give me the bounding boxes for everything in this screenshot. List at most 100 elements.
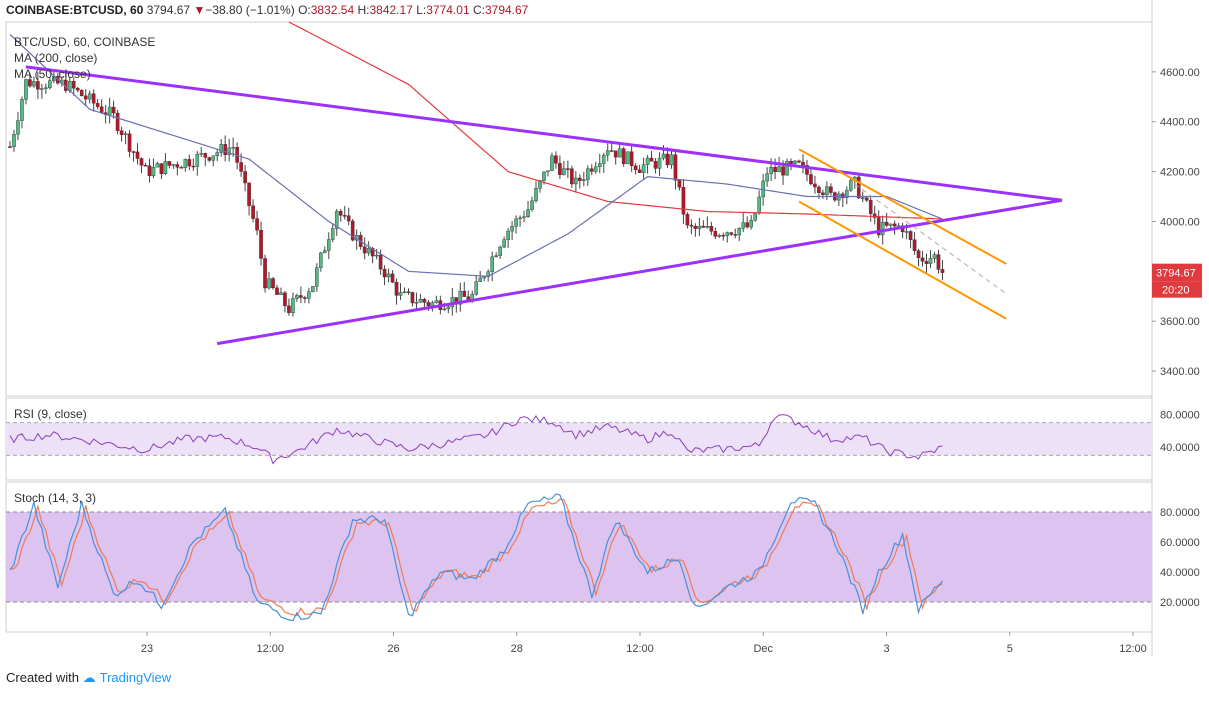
stoch-y-tick-label: 80.0000 [1160, 507, 1200, 519]
candle-body [582, 179, 586, 181]
candle-body [12, 134, 16, 148]
candle-body [502, 239, 506, 248]
candle-body [167, 161, 172, 166]
candle-body [414, 302, 419, 304]
candle-body [478, 277, 483, 282]
candle-body [693, 226, 698, 229]
candle-body [382, 268, 387, 278]
candle-body [713, 231, 718, 237]
y-tick-label: 3400.00 [1160, 366, 1200, 378]
candle-body [263, 258, 267, 289]
candle-body [737, 227, 742, 236]
x-tick-label: 12:00 [256, 643, 284, 655]
candle-body [709, 226, 714, 232]
candle-body [334, 211, 339, 229]
candle-body [773, 167, 777, 173]
candle-body [721, 235, 726, 237]
candle-body [410, 292, 415, 304]
candle-body [119, 130, 124, 135]
candle-body [183, 159, 188, 168]
candle-body [825, 186, 829, 195]
candle-body [442, 308, 447, 311]
candle-body [179, 167, 184, 169]
candle-body [127, 133, 132, 152]
candle-body [283, 292, 287, 307]
candle-body [131, 151, 136, 153]
candle-body [346, 215, 351, 222]
candle-body [36, 81, 40, 90]
candle-body [207, 157, 212, 161]
candle-body [813, 183, 817, 188]
candle-body [191, 165, 196, 168]
candle-body [418, 299, 423, 303]
candle-body [398, 292, 403, 296]
candle-body [566, 168, 570, 170]
x-tick-label: 23 [141, 643, 153, 655]
candle-body [406, 291, 411, 293]
candle-body [805, 164, 809, 175]
candle-body [211, 155, 216, 161]
candle-body [613, 150, 618, 158]
candle-body [633, 165, 638, 171]
candle-body [71, 81, 76, 89]
candle-body [303, 297, 307, 299]
candle-body [510, 226, 514, 232]
x-tick-label: 3 [883, 643, 889, 655]
candle-body [223, 144, 227, 156]
x-tick-label: 12:00 [626, 643, 654, 655]
candle-body [494, 255, 498, 258]
candle-body [366, 248, 371, 254]
candle-body [653, 161, 658, 169]
candle-body [765, 173, 769, 182]
x-tick-label: 28 [511, 643, 523, 655]
candle-body [20, 99, 24, 121]
candle-body [685, 214, 690, 226]
candle-body [394, 281, 399, 296]
candle-body [482, 276, 486, 279]
candle-body [32, 81, 36, 87]
candle-body [697, 225, 702, 229]
candle-body [378, 254, 383, 270]
candle-body [28, 79, 32, 87]
candle-body [789, 161, 793, 164]
candle-body [526, 209, 530, 218]
y-tick-label: 4400.00 [1160, 117, 1200, 129]
candle-body [99, 106, 104, 113]
candle-body [589, 168, 594, 172]
candle-body [741, 222, 746, 229]
price-change: −38.80 (−1.01%) [205, 3, 295, 17]
candle-body [605, 150, 610, 156]
candle-body [458, 290, 463, 305]
candle-body [562, 168, 566, 175]
candle-body [315, 267, 319, 287]
candle-body [617, 148, 622, 158]
candle-body [430, 302, 435, 306]
candle-body [227, 147, 231, 156]
candle-body [506, 230, 510, 240]
ma200-line [288, 21, 943, 220]
candle-body [255, 218, 259, 231]
candle-body [490, 256, 494, 272]
candle-body [155, 163, 160, 168]
legend-ma200: MA (200, close) [14, 51, 97, 65]
countdown-box [1152, 281, 1202, 298]
candle-body [91, 93, 96, 104]
candle-body [295, 295, 299, 299]
candle-body [143, 165, 148, 167]
legend-pair: BTC/USD, 60, COINBASE [14, 35, 155, 49]
candle-body [215, 152, 220, 157]
candle-body [16, 120, 20, 135]
tradingview-brand[interactable]: TradingView [99, 670, 172, 685]
open-label: O: [298, 3, 311, 17]
channel-mid-dashed [854, 183, 1007, 295]
candle-body [661, 153, 666, 159]
candle-body [904, 231, 909, 233]
stoch-k-line [9, 493, 943, 622]
candle-body [793, 160, 797, 164]
candle-body [498, 246, 502, 256]
x-tick-label: Dec [753, 643, 773, 655]
candle-body [586, 168, 590, 180]
candle-body [95, 103, 100, 107]
